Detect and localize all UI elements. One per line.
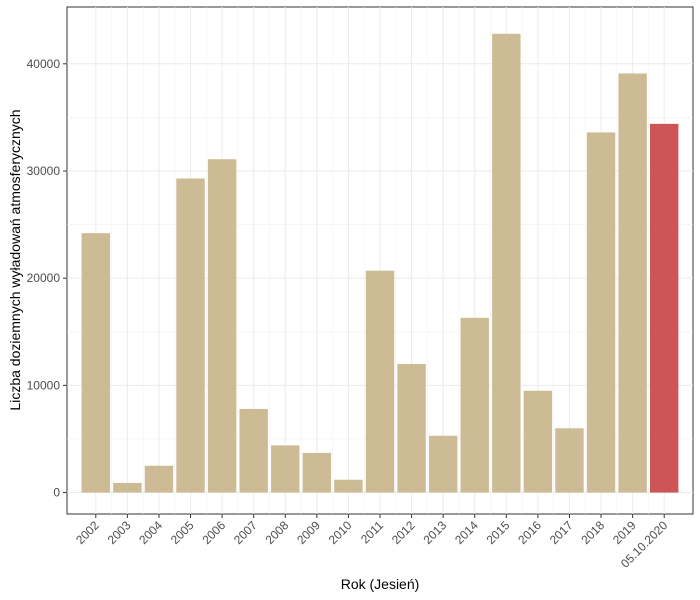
x-tick-label: 2007 <box>231 518 260 547</box>
bar-2007 <box>239 408 268 493</box>
x-axis: 2002 2003 2004 2005 2006 2007 2008 2009 2010 2011… <box>73 514 671 571</box>
x-axis-title: Rok (Jesień) <box>341 576 420 592</box>
x-tick-label: 2014 <box>452 518 481 547</box>
y-tick-label: 0 <box>53 486 60 500</box>
bars <box>81 33 679 493</box>
x-tick-label: 2018 <box>578 518 607 547</box>
bar-2015 <box>492 33 521 493</box>
bar-2009 <box>302 452 332 493</box>
bar-2006 <box>207 159 237 493</box>
x-tick-label: 2016 <box>515 518 544 547</box>
y-axis: 0 10000 20000 30000 40000 <box>27 57 67 500</box>
x-tick-label: 2010 <box>326 518 355 547</box>
bar-2014 <box>460 317 489 493</box>
bar-2017 <box>555 428 584 493</box>
bar-2010 <box>334 479 363 493</box>
bar-2008 <box>271 445 300 493</box>
x-tick-label: 2013 <box>420 518 449 547</box>
x-tick-label: 2006 <box>199 518 228 547</box>
y-tick-label: 10000 <box>27 378 61 392</box>
x-tick-label: 2004 <box>136 518 165 547</box>
bar-2002 <box>81 233 110 493</box>
bar-2018 <box>586 132 616 493</box>
x-tick-label: 2009 <box>294 518 323 547</box>
bar-2019 <box>618 73 647 493</box>
x-tick-label: 2017 <box>547 518 576 547</box>
bar-2016 <box>523 390 553 493</box>
y-tick-label: 20000 <box>27 271 61 285</box>
x-tick-label: 2011 <box>358 518 386 546</box>
x-tick-label: 2012 <box>389 518 418 547</box>
y-tick-label: 30000 <box>27 164 61 178</box>
bar-2004 <box>144 465 174 493</box>
x-tick-label: 2005 <box>168 518 197 547</box>
x-tick-label: 2002 <box>73 518 102 547</box>
x-tick-label: 2003 <box>105 518 134 547</box>
bar-05.10.2020 <box>650 123 679 493</box>
x-tick-label: 2008 <box>263 518 292 547</box>
bar-2012 <box>397 363 426 493</box>
bar-2005 <box>176 178 205 493</box>
bar-2011 <box>365 270 395 493</box>
x-tick-label: 2015 <box>484 518 513 547</box>
y-axis-title: Liczba doziemnych wyładowań atmosferyczn… <box>7 109 23 410</box>
bar-2003 <box>113 482 142 493</box>
y-tick-label: 40000 <box>27 57 61 71</box>
bar-2013 <box>428 435 458 493</box>
